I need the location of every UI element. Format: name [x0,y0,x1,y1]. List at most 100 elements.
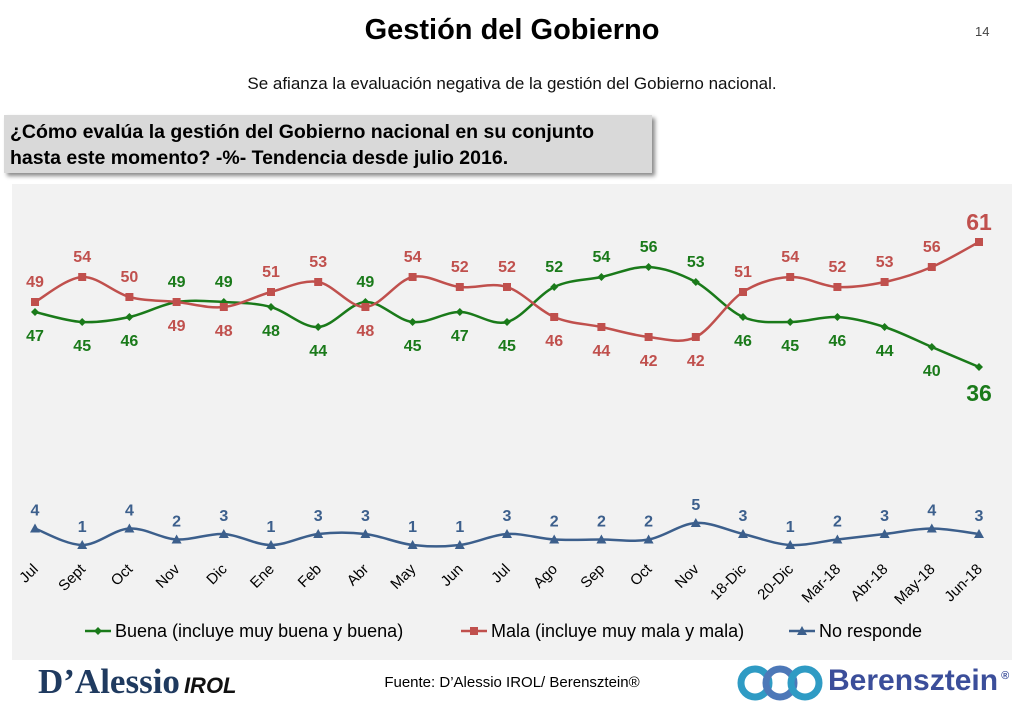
legend-label-buena-incluye-muy-buena-y-buena: Buena (incluye muy buena y buena) [115,621,403,641]
point-no-responde-0 [30,523,40,533]
x-tick-label-11: Ago [530,561,561,592]
data-label-no-responde-1: 1 [78,519,87,536]
dalessio-logo-main: D’Alessio [38,662,180,701]
x-tick-label-18: Abr-18 [848,561,892,605]
page-number: 14 [975,24,990,39]
x-tick-label-1: Sept [55,560,89,594]
data-label-no-responde-8: 1 [408,519,417,536]
point-no-responde-16 [785,540,796,549]
point-no-responde-10 [502,529,512,538]
data-label-buena-incluye-muy-buena-y-buena-6: 44 [309,343,327,360]
point-no-responde-11 [549,534,560,544]
data-label-no-responde-6: 3 [314,508,323,525]
x-tick-label-14: Nov [672,560,703,591]
point-buena-incluye-muy-buena-y-buena-8 [408,318,417,326]
x-tick-label-9: Jun [438,561,467,590]
point-mala-incluye-muy-mala-y-mala-5 [267,288,275,296]
data-label-buena-incluye-muy-buena-y-buena-10: 45 [498,338,516,355]
point-mala-incluye-muy-mala-y-mala-17 [833,283,842,291]
point-mala-incluye-muy-mala-y-mala-12 [597,323,606,331]
data-label-mala-incluye-muy-mala-y-mala-14: 42 [687,353,705,370]
point-no-responde-9 [454,540,465,549]
data-label-buena-incluye-muy-buena-y-buena-0: 47 [26,328,44,345]
point-mala-incluye-muy-mala-y-mala-0 [31,298,39,306]
data-label-no-responde-16: 1 [786,519,795,536]
data-label-mala-incluye-muy-mala-y-mala-20: 61 [966,209,992,235]
data-label-no-responde-0: 4 [31,503,40,520]
data-label-mala-incluye-muy-mala-y-mala-18: 53 [876,254,894,271]
point-buena-incluye-muy-buena-y-buena-5 [267,303,275,311]
data-label-buena-incluye-muy-buena-y-buena-3: 49 [168,274,186,291]
x-tick-label-4: Dic [203,560,231,588]
data-label-buena-incluye-muy-buena-y-buena-12: 54 [593,249,611,266]
x-tick-label-7: Abr [344,561,373,590]
x-tick-label-5: Ene [247,561,278,592]
x-tick-label-0: Jul [16,561,42,587]
point-no-responde-1 [77,540,88,549]
point-mala-incluye-muy-mala-y-mala-6 [314,278,323,286]
data-label-mala-incluye-muy-mala-y-mala-4: 48 [215,323,233,340]
data-label-buena-incluye-muy-buena-y-buena-2: 46 [121,333,139,350]
source-note: Fuente: D’Alessio IROL/ Berensztein® [384,674,640,691]
point-mala-incluye-muy-mala-y-mala-14 [691,333,700,341]
point-mala-incluye-muy-mala-y-mala-9 [455,283,464,291]
berensztein-logo: Berensztein ® [828,664,1009,698]
page-subtitle: Se afianza la evaluación negativa de la … [247,74,777,93]
point-no-responde-15 [738,529,748,538]
point-buena-incluye-muy-buena-y-buena-16 [786,318,795,326]
point-buena-incluye-muy-buena-y-buena-15 [739,313,747,321]
x-tick-label-2: Oct [108,560,137,589]
data-label-mala-incluye-muy-mala-y-mala-11: 46 [545,333,563,350]
data-label-no-responde-13: 2 [644,514,653,531]
point-no-responde-8 [407,540,418,549]
point-no-responde-20 [974,529,984,538]
data-label-buena-incluye-muy-buena-y-buena-19: 40 [923,363,941,380]
data-label-no-responde-20: 3 [975,508,984,525]
point-no-responde-19 [926,523,937,533]
point-buena-incluye-muy-buena-y-buena-18 [880,323,889,331]
data-label-buena-incluye-muy-buena-y-buena-4: 49 [215,274,233,291]
point-buena-incluye-muy-buena-y-buena-12 [597,273,606,281]
data-label-buena-incluye-muy-buena-y-buena-13: 56 [640,239,658,256]
point-mala-incluye-muy-mala-y-mala-16 [786,273,795,281]
point-no-responde-17 [832,534,843,544]
data-label-no-responde-19: 4 [927,503,936,520]
point-no-responde-6 [313,529,324,538]
data-label-buena-incluye-muy-buena-y-buena-15: 46 [734,333,752,350]
x-tick-label-3: Nov [153,560,184,591]
data-label-buena-incluye-muy-buena-y-buena-7: 49 [357,274,375,291]
berensztein-logo-text: Berensztein [828,664,999,697]
data-label-no-responde-3: 2 [172,514,181,531]
point-mala-incluye-muy-mala-y-mala-15 [739,288,747,296]
data-label-mala-incluye-muy-mala-y-mala-13: 42 [640,353,658,370]
x-tick-label-20: Jun-18 [941,561,985,605]
point-buena-incluye-muy-buena-y-buena-2 [125,313,134,321]
point-no-responde-12 [596,534,607,544]
data-label-no-responde-2: 4 [125,503,134,520]
data-label-no-responde-17: 2 [833,514,842,531]
point-no-responde-18 [879,529,890,538]
data-label-no-responde-11: 2 [550,514,559,531]
question-line-2: hasta este momento? -%- Tendencia desde … [10,147,509,169]
data-label-mala-incluye-muy-mala-y-mala-2: 50 [121,269,139,286]
point-no-responde-2 [124,523,135,533]
x-tick-label-13: Oct [627,560,656,589]
data-label-mala-incluye-muy-mala-y-mala-5: 51 [262,264,280,281]
point-buena-incluye-muy-buena-y-buena-1 [78,318,87,326]
point-buena-incluye-muy-buena-y-buena-0 [31,308,39,316]
data-label-mala-incluye-muy-mala-y-mala-7: 48 [357,323,375,340]
point-buena-incluye-muy-buena-y-buena-10 [503,318,511,326]
data-label-no-responde-10: 3 [503,508,512,525]
data-label-mala-incluye-muy-mala-y-mala-8: 54 [404,249,422,266]
legend-swatch-marker-no-responde [797,626,807,635]
data-label-no-responde-4: 3 [219,508,228,525]
x-tick-label-6: Feb [295,561,325,591]
legend-swatch-marker-buena-incluye-muy-buena-y-buena [94,627,102,635]
data-label-mala-incluye-muy-mala-y-mala-12: 44 [593,343,611,360]
point-mala-incluye-muy-mala-y-mala-19 [927,263,936,271]
point-no-responde-3 [171,534,182,544]
data-label-no-responde-12: 2 [597,514,606,531]
question-line-1: ¿Cómo evalúa la gestión del Gobierno nac… [10,121,594,143]
dalessio-logo: D’Alessio IROL [38,662,237,702]
